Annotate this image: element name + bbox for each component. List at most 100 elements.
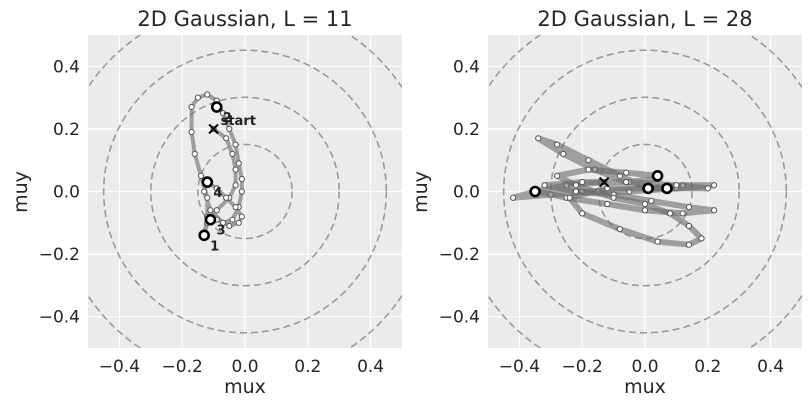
x-tick-label: −0.2 [162,357,203,377]
x-axis-label-right: mux [624,376,666,398]
contour-circle [197,143,293,240]
x-tick-label: 0.4 [757,357,784,377]
ticks-right: −0.4 −0.2 0.0 0.2 0.4 −0.4 −0.2 0.0 0.2 0.4 [439,57,784,377]
x-tick-label: −0.2 [562,357,603,377]
trajectory-point [238,175,245,183]
trajectory-point [685,204,693,211]
trajectory-point [623,169,630,176]
sample-label: 2 [223,111,232,126]
trajectory-point [685,222,693,230]
x-tick-label: 0.2 [694,357,721,377]
sample-point [529,185,541,198]
trajectory-point [710,207,718,214]
ticks-left: −0.4 −0.2 0.0 0.2 0.4 −0.4 −0.2 0.0 0.2 0.4 [39,57,384,377]
sample-point [661,182,673,195]
trajectory-point [698,235,705,242]
trajectory-point [238,188,245,195]
trajectory-point [510,194,517,201]
sample-label: 4 [213,186,222,201]
trajectory-point [204,194,211,201]
trajectory-point [229,216,236,223]
trajectory-point [604,200,611,208]
contour-circle [150,96,340,287]
trajectory-point [673,182,680,189]
trajectory-point [188,103,195,111]
start-marker [598,176,610,188]
trajectory-point [207,207,214,214]
trajectory-point [219,219,227,226]
trajectory-point [213,207,220,214]
contour-circle [102,49,388,334]
y-tick-label: 0.2 [453,120,480,140]
y-axis-label-right: muy [410,171,432,213]
panel-left: 2D Gaussian, L = 11 start 1 2 3 4 −0.4 −0.2 0.… [10,7,402,398]
x-axis-label-left: mux [224,376,266,398]
contour-circle [502,49,788,334]
grid-left [88,35,402,348]
y-tick-label: −0.2 [439,245,480,265]
trajectory-point [223,194,230,201]
trajectory-point [585,157,592,164]
chart-title-right: 2D Gaussian, L = 28 [537,7,752,31]
trajectory-point [566,194,573,201]
sample-label: 1 [210,239,219,254]
sample-point [198,229,210,242]
trajectory-point [641,200,649,208]
trajectory-point [232,166,239,173]
y-tick-label: 0.4 [53,57,80,77]
y-tick-label: −0.4 [439,308,480,328]
y-tick-label: 0.0 [53,183,80,203]
trajectory-point [201,188,208,195]
trajectory-point [616,225,623,233]
trajectory-point [235,160,242,167]
trajectory-point [223,135,230,142]
trajectory-point [238,213,245,220]
y-tick-label: 0.4 [453,57,480,77]
sample-point [210,101,223,113]
y-tick-label: −0.2 [39,245,80,265]
trajectory-point [232,204,239,211]
trajectory-point [610,194,617,201]
trajectory-point [579,210,586,217]
y-tick-label: 0.0 [453,183,480,203]
x-tick-label: 0.0 [231,357,258,377]
sample-point [204,213,217,226]
start-marker [208,123,219,135]
trajectory-point [585,166,592,173]
sample-point [201,176,214,188]
y-tick-label: 0.2 [53,120,80,140]
trajectory-point [194,94,201,101]
trajectory-point [188,128,195,136]
trajectory-point [213,185,220,192]
sample-point [642,182,654,195]
trajectory-point [541,182,548,189]
x-tick-label: −0.4 [99,357,140,377]
trajectory-point [232,182,239,189]
sample-label: 3 [216,224,225,239]
trajectory-point [654,238,661,245]
trajectory-point [623,179,630,186]
x-tick-label: 0.2 [294,357,321,377]
start-label: start [221,114,256,129]
trajectory-point [572,182,580,189]
x-tick-label: 0.4 [357,357,384,377]
trajectory-point [191,150,198,158]
y-tick-label: −0.4 [39,308,80,328]
trajectory-point [232,141,239,148]
trajectory-point [197,172,205,179]
trajectory-point [235,219,242,226]
x-tick-label: 0.0 [631,357,658,377]
trajectory-point [641,207,649,214]
trajectory-point [226,222,233,230]
trajectory-point [553,141,561,148]
grid-right [488,35,802,348]
trajectory-point [204,91,211,98]
trajectory-point [704,185,711,192]
trajectory-point [560,150,567,158]
trajectory-point [535,135,542,142]
trajectory-point [219,110,227,117]
trajectory-point [710,182,718,189]
y-axis-label-left: muy [10,171,32,213]
markers-left: start 1 2 3 4 [198,101,256,254]
